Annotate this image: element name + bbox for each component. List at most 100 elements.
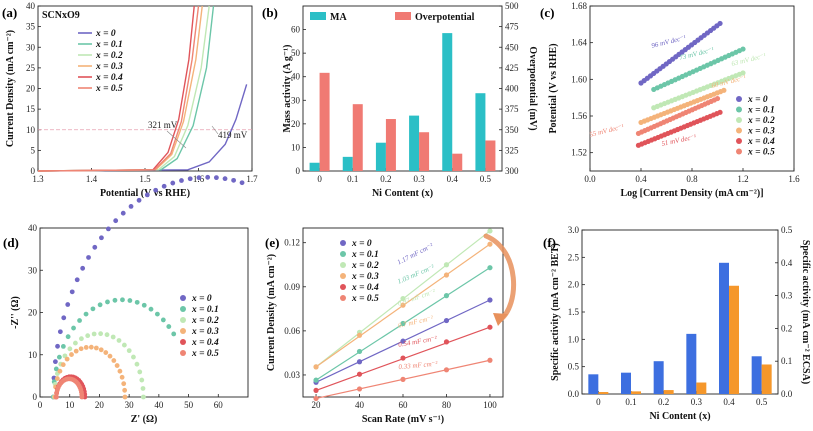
panel-d-xtick-label: 20 (95, 400, 105, 410)
panel-d-point (119, 374, 125, 380)
panel-d-point (140, 386, 146, 391)
panel-c-xlabel: Log [Current Density (mA cm⁻²)] (620, 188, 763, 199)
panel-e-point (443, 367, 450, 373)
panel-b-legend-label: Overpotential (415, 12, 475, 23)
panel-d-point (60, 362, 66, 368)
panel-b-right-ytick-label: 500 (505, 1, 519, 11)
panel-a-legend-label: x = 0.3 (95, 62, 123, 72)
panel-c-ytick-label: 1.56 (571, 111, 587, 121)
panel-d-legend-marker (180, 328, 186, 334)
panel-e-xlabel: Scan Rate (mV s⁻¹) (362, 414, 444, 425)
panel-e-point (356, 348, 363, 355)
panel-d-point (148, 306, 154, 312)
panel-d-point (98, 347, 104, 353)
panel-f-bar-ecsa (729, 285, 739, 394)
panel-b-ytick-label: 50 (291, 48, 301, 58)
panel-e-point (487, 297, 493, 303)
panel-e-annotation: 0.7 mF cm⁻² (397, 314, 434, 330)
panel-b-xtick-label: 0 (317, 174, 322, 184)
panel-b-xtick-label: 0.3 (413, 174, 425, 184)
panel-e-annotation: 0.54 mF cm⁻² (398, 334, 439, 349)
panel-d-point (114, 363, 120, 368)
panel-e-point (443, 317, 450, 324)
panel-d-point (90, 306, 96, 312)
panel-e-annotation: 0.33 mF cm⁻² (398, 360, 438, 371)
panel-f-ytick-label: 1.0 (568, 334, 580, 344)
panel-d-point (111, 358, 117, 363)
panel-d-point (139, 377, 145, 383)
panel-f-right-ytick-label: 0.3 (781, 291, 793, 301)
panel-d-point (57, 368, 63, 374)
panel-c-point (717, 20, 723, 27)
panel-c-xtick-label: 1.2 (737, 174, 748, 184)
panel-e-xtick-label: 100 (483, 400, 497, 410)
panel-e-xtick-label: 80 (442, 400, 452, 410)
panel-d-xtick-label: 30 (125, 400, 135, 410)
panel-d-point (222, 176, 228, 182)
panel-d-point (127, 298, 133, 303)
panel-d-point (56, 354, 62, 360)
panel-a-ytick-label: 5 (31, 145, 36, 155)
panel-d-point (161, 183, 167, 189)
panel-e-point (487, 265, 493, 271)
panel-d-point (120, 297, 125, 303)
panel-d-legend-label: x = 0 (191, 294, 212, 304)
panel-f-bar-bet (588, 374, 599, 394)
panel-a-ytick-label: 20 (26, 84, 36, 94)
panel-d-point (54, 376, 60, 381)
panel-e-point (400, 376, 406, 382)
panel-e-legend-marker (340, 284, 346, 290)
panel-c-xtick-label: 1.6 (788, 174, 800, 184)
panel-c-point (721, 87, 727, 93)
panel-b-frame (302, 5, 503, 172)
panel-d-point (53, 366, 59, 372)
panel-d-point (99, 235, 104, 241)
panel-d-point (73, 340, 78, 346)
panel-c-legend-label: x = 0.1 (747, 106, 775, 116)
panel-d-point (83, 311, 89, 317)
panel-d-ytick-label: 0 (33, 392, 38, 402)
panel-f-ytick-label: 2.0 (568, 280, 580, 290)
panel-b-bar-ma (309, 162, 320, 171)
panel-d-xtick-label: 60 (214, 400, 224, 410)
panel-d-point (126, 348, 132, 354)
panel-e-ytick-label: 0.06 (284, 326, 300, 336)
panel-b-xtick-label: 0.2 (380, 174, 391, 184)
panel-c-point (740, 70, 746, 76)
panel-e-arrow-head (493, 313, 508, 326)
panel-b-bar-overpotential (485, 140, 496, 171)
panel-e-point (400, 295, 406, 302)
panel-f-ytick-label: 0.0 (568, 389, 580, 399)
panel-e-point (356, 332, 363, 338)
panel-e-point (443, 339, 450, 345)
panel-b-xtick-label: 0.4 (447, 174, 459, 184)
panel-a-annotation-arrow (211, 125, 219, 135)
panel-d-point (83, 345, 89, 350)
panel-d-point (106, 226, 111, 232)
panel-c-legend-marker (736, 138, 742, 144)
panel-e-label: (e) (265, 235, 279, 250)
panel-f-ytick-label: 3.0 (568, 225, 580, 235)
panel-e-xtick-label: 40 (355, 400, 365, 410)
panel-c-xtick-label: 0.0 (584, 174, 596, 184)
panel-a-title: SCNxO9 (42, 10, 80, 21)
panel-b-xtick-label: 0.1 (347, 174, 358, 184)
panel-b-legend-marker (310, 12, 326, 20)
panel-e-point (443, 272, 450, 278)
panel-d-point (77, 318, 82, 323)
panel-e-ylabel: Current Density (mA cm⁻²) (266, 254, 277, 371)
panel-c-point (714, 95, 721, 102)
panel-e-ytick-label: 0.03 (284, 370, 300, 380)
panel-a-legend-label: x = 0 (95, 29, 116, 39)
panel-d-legend-marker (180, 339, 186, 345)
panel-e-legend-label: x = 0 (351, 239, 372, 249)
panel-c-label: (c) (540, 5, 554, 20)
panel-a-ytick-label: 15 (26, 104, 36, 114)
panel-f-bar-bet (621, 372, 631, 394)
panel-f-xtick-label: 0.2 (658, 397, 669, 407)
panel-b-ytick-label: 60 (291, 25, 301, 35)
panel-c-ytick-label: 1.68 (571, 1, 587, 11)
panel-b-bar-ma (475, 93, 486, 171)
panel-b-right-ytick-label: 325 (505, 145, 519, 155)
panel-c-ylabel: Potential (V vs RHE) (548, 43, 559, 133)
